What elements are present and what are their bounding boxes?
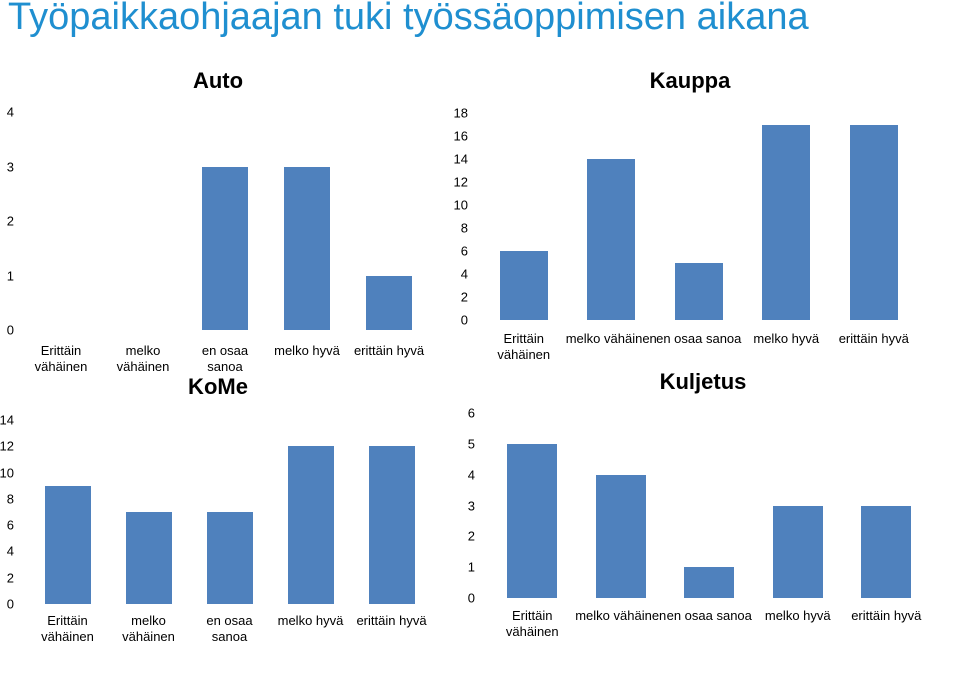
y-tick-label: 3 <box>6 159 14 174</box>
x-tick-label: erittäin hyvä <box>838 331 909 346</box>
y-tick-label: 2 <box>460 289 468 305</box>
bar <box>366 275 412 330</box>
x-tick-label: melko vähäinen <box>565 331 657 346</box>
y-tick-label: 14 <box>0 412 14 428</box>
bar <box>674 262 723 320</box>
x-tick-label: melko hyvä <box>764 608 831 623</box>
y-tick-label: 10 <box>0 465 14 481</box>
y-tick-label: 0 <box>467 590 475 606</box>
chart-title: KoMe <box>188 374 248 399</box>
y-tick-label: 5 <box>467 436 475 452</box>
x-tick-label: erittäin hyvä <box>356 613 427 628</box>
y-tick-label: 4 <box>460 266 468 282</box>
y-tick-label: 14 <box>453 151 468 167</box>
y-tick-label: 4 <box>6 104 14 120</box>
bar <box>284 166 330 330</box>
y-tick-label: 0 <box>460 312 468 328</box>
bar <box>849 124 898 320</box>
bar <box>762 124 811 320</box>
y-tick-label: 4 <box>6 543 14 559</box>
y-tick-label: 0 <box>6 596 14 612</box>
bar <box>202 166 248 330</box>
y-tick-label: 12 <box>453 174 468 190</box>
slide-title: Työpaikkaohjaajan tuki työssäoppimisen a… <box>8 0 809 38</box>
y-tick-label: 6 <box>6 517 14 533</box>
x-tick-label: Erittäin vähäinen <box>497 331 551 362</box>
y-tick-label: 4 <box>467 467 475 483</box>
y-tick-label: 12 <box>0 438 14 454</box>
y-tick-label: 16 <box>453 128 468 144</box>
y-tick-label: 2 <box>6 570 14 586</box>
chart-title: Kuljetus <box>659 369 747 394</box>
bar <box>125 512 172 604</box>
x-tick-label: melko vähäinen <box>122 613 175 644</box>
y-tick-label: 10 <box>453 197 468 213</box>
y-tick-label: 18 <box>453 105 468 121</box>
bar <box>507 443 558 598</box>
y-tick-label: 3 <box>467 498 475 513</box>
bar <box>861 505 912 598</box>
bar <box>587 159 636 320</box>
x-tick-label: en osaa sanoa <box>656 331 742 346</box>
x-tick-label: en osaa sanoa <box>201 343 249 374</box>
x-tick-label: melko hyvä <box>274 343 340 358</box>
chart-title: Auto <box>192 68 244 93</box>
x-tick-label: melko vähäinen <box>116 343 170 374</box>
bar <box>772 505 823 598</box>
bar <box>206 512 253 604</box>
bar <box>499 251 548 320</box>
bar <box>368 446 415 604</box>
y-tick-label: 0 <box>6 322 14 338</box>
x-tick-label: erittäin hyvä <box>353 343 425 358</box>
x-tick-label: erittäin hyvä <box>851 608 922 623</box>
bar <box>595 474 646 598</box>
x-tick-label: en osaa sanoa <box>666 608 752 623</box>
bar <box>287 446 334 604</box>
x-tick-label: Erittäin vähäinen <box>41 613 94 644</box>
y-tick-label: 2 <box>6 213 14 229</box>
x-tick-label: melko hyvä <box>753 331 820 346</box>
x-tick-label: melko hyvä <box>277 613 344 628</box>
y-tick-label: 2 <box>467 528 475 544</box>
y-tick-label: 6 <box>460 243 468 259</box>
x-tick-label: Erittäin vähäinen <box>34 343 88 374</box>
y-tick-label: 8 <box>6 491 14 507</box>
x-tick-label: melko vähäinen <box>575 608 667 623</box>
y-tick-label: 1 <box>6 268 14 283</box>
x-tick-label: en osaa sanoa <box>206 613 253 644</box>
y-tick-label: 8 <box>460 220 468 236</box>
x-tick-label: Erittäin vähäinen <box>505 608 559 639</box>
y-tick-label: 6 <box>467 405 475 421</box>
bar <box>44 485 91 604</box>
y-tick-label: 1 <box>467 559 475 575</box>
chart-title: Kauppa <box>649 68 731 93</box>
bar <box>684 567 735 598</box>
